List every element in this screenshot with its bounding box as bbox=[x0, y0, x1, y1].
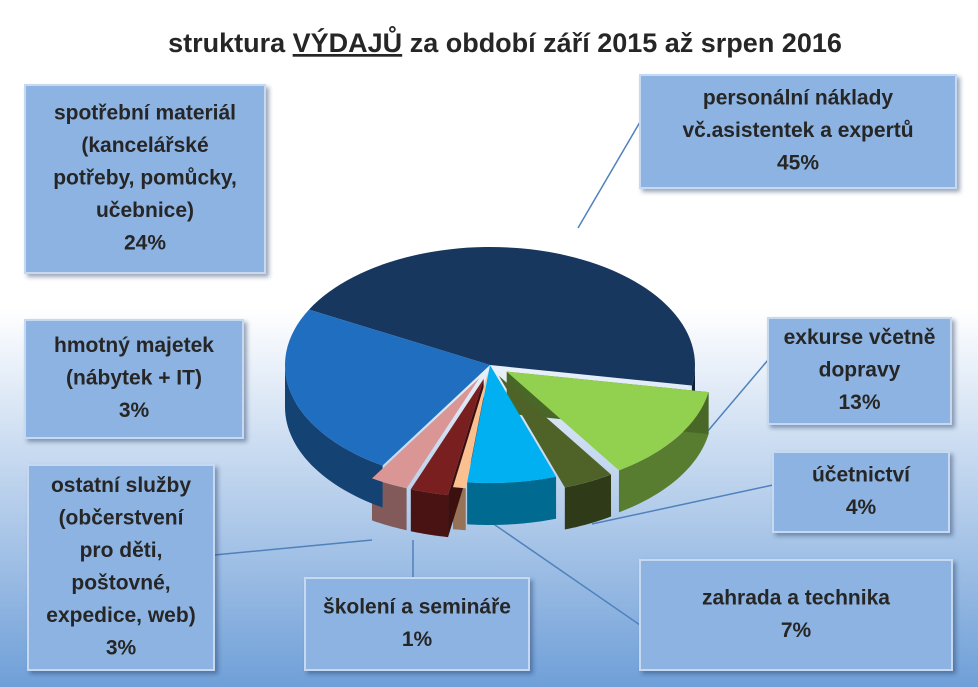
category-label: učebnice) bbox=[96, 199, 194, 222]
category-label: (kancelářské bbox=[81, 134, 208, 157]
chart-title: struktura VÝDAJŮ za období září 2015 až … bbox=[168, 25, 842, 58]
label-box bbox=[639, 74, 957, 189]
category-label: exkurse včetně bbox=[784, 326, 936, 349]
category-label: expedice, web) bbox=[46, 604, 195, 627]
label-box bbox=[304, 577, 530, 671]
category-label: hmotný majetek bbox=[54, 334, 214, 357]
label-box bbox=[24, 319, 244, 439]
category-label: ostatní služby bbox=[51, 474, 191, 497]
value-label: 13% bbox=[838, 391, 880, 414]
category-label: (nábytek + IT) bbox=[66, 367, 202, 390]
slice bbox=[467, 365, 557, 483]
category-label: vč.asistentek a expertů bbox=[682, 119, 913, 142]
category-label: potřeby, pomůcky, bbox=[53, 167, 237, 190]
label-box bbox=[639, 559, 953, 671]
category-label: poštovné, bbox=[71, 571, 170, 594]
value-label: 24% bbox=[124, 232, 166, 255]
slice bbox=[371, 377, 480, 489]
category-label: dopravy bbox=[819, 359, 901, 382]
slice-side bbox=[410, 489, 449, 538]
label-box bbox=[772, 451, 950, 533]
category-label: (občerstvení bbox=[59, 506, 185, 529]
category-label: účetnictví bbox=[812, 463, 911, 486]
leader-line bbox=[577, 121, 641, 229]
label-box bbox=[767, 317, 952, 425]
value-label: 4% bbox=[846, 496, 877, 519]
category-label: zahrada a technika bbox=[702, 586, 890, 609]
category-label: pro děti, bbox=[80, 539, 163, 562]
value-label: 3% bbox=[106, 636, 137, 659]
slice-side bbox=[564, 474, 612, 530]
slice-side bbox=[618, 392, 709, 513]
slice-side bbox=[285, 365, 383, 508]
slice bbox=[498, 375, 612, 488]
leader-line bbox=[213, 539, 373, 556]
label-box bbox=[27, 464, 215, 671]
value-label: 3% bbox=[119, 399, 150, 422]
slice bbox=[410, 378, 484, 496]
slice bbox=[506, 371, 709, 471]
category-label: školení a semináře bbox=[323, 595, 511, 618]
leader-line bbox=[481, 515, 641, 626]
slice bbox=[308, 247, 695, 386]
value-label: 7% bbox=[781, 619, 812, 642]
label-box bbox=[24, 84, 266, 274]
slice-side bbox=[467, 476, 557, 525]
value-label: 1% bbox=[402, 628, 433, 651]
category-label: spotřební materiál bbox=[54, 102, 236, 125]
slice bbox=[452, 370, 489, 489]
value-label: 45% bbox=[777, 152, 819, 175]
category-label: personální náklady bbox=[703, 87, 894, 110]
leader-line bbox=[591, 484, 774, 525]
slice bbox=[285, 309, 490, 466]
